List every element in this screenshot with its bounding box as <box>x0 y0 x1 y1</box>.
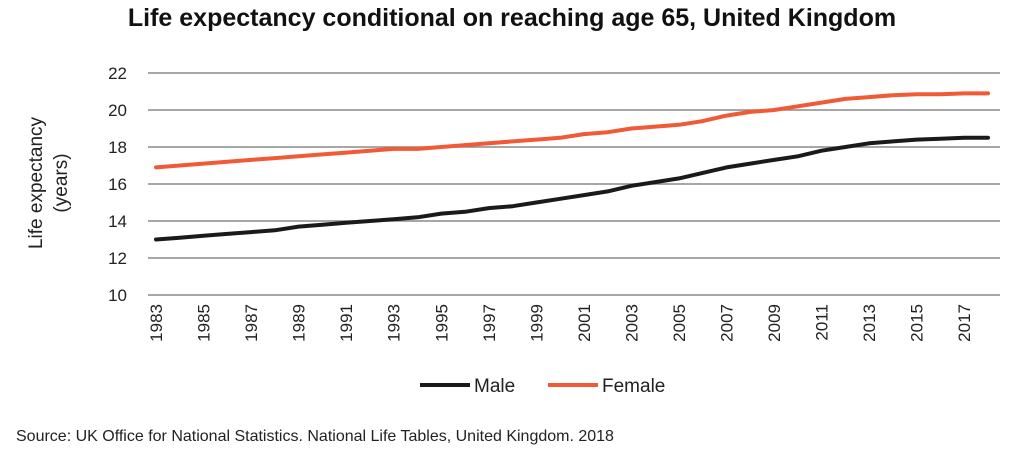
x-tick-label: 1991 <box>337 304 356 342</box>
x-tick-label: 2007 <box>718 304 737 342</box>
y-tick-label: 10 <box>108 286 127 305</box>
y-tick-label: 12 <box>108 249 127 268</box>
legend-label-female: Female <box>602 376 665 397</box>
x-tick-label: 1983 <box>147 304 166 342</box>
y-axis-label-line-2: (years) <box>51 153 72 212</box>
x-tick-label: 1997 <box>480 304 499 342</box>
y-axis-label-line-1: Life expectancy <box>26 116 47 249</box>
x-tick-label: 2001 <box>575 304 594 342</box>
series-line-female <box>154 91 990 170</box>
y-tick-label: 18 <box>108 138 127 157</box>
x-tick-label: 1999 <box>527 304 546 342</box>
x-tick-label: 1989 <box>290 304 309 342</box>
chart-title: Life expectancy conditional on reaching … <box>127 4 897 32</box>
x-tick-label: 2015 <box>908 304 927 342</box>
grid-lines <box>148 72 1000 296</box>
x-tick-label: 2003 <box>622 304 641 342</box>
y-tick-label: 22 <box>108 64 127 83</box>
y-tick-label: 16 <box>108 175 127 194</box>
x-tick-label: 1985 <box>195 304 214 342</box>
x-tick-label: 2017 <box>955 304 974 342</box>
x-tick-label: 2013 <box>860 304 879 342</box>
y-tick-label: 14 <box>108 212 127 231</box>
x-tick-label: 1993 <box>385 304 404 342</box>
x-tick-label: 2009 <box>765 304 784 342</box>
legend: Male Female <box>420 376 665 397</box>
y-tick-label: 20 <box>108 101 127 120</box>
x-tick-label: 2005 <box>670 304 689 342</box>
legend-label-male: Male <box>474 376 515 397</box>
y-axis-ticks: 10 12 14 16 18 20 22 <box>108 64 127 305</box>
x-tick-label: 2011 <box>813 304 832 341</box>
series-line-male <box>154 135 990 242</box>
x-tick-label: 1995 <box>432 304 451 342</box>
series-lines <box>154 91 990 242</box>
x-axis-ticks: 1983 1985 1987 1989 1991 1993 1995 1997 1999 2001… <box>147 304 974 342</box>
source-note: Source: UK Office for National Statistic… <box>16 428 614 445</box>
x-tick-label: 1987 <box>242 304 261 342</box>
